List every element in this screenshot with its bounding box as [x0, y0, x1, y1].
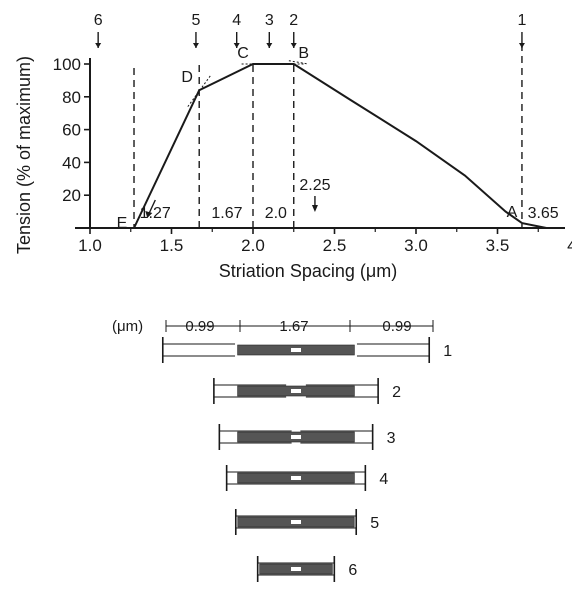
x-tick-label-0: 1.0 — [78, 236, 102, 255]
sarcomere-5: 5 — [234, 509, 379, 535]
x-tick-label-1: 1.5 — [160, 236, 184, 255]
sarcomere-2: 2 — [213, 378, 401, 404]
tension-curve — [133, 63, 547, 229]
y-tick-label-1: 40 — [62, 153, 81, 172]
spacing-marker-label-4: 4 — [232, 12, 241, 29]
curve-corner-dotted-lines — [187, 60, 309, 107]
point-label-a: A — [507, 204, 518, 221]
sarcomere-6: 6 — [256, 556, 357, 582]
sarcomere-number-2: 2 — [392, 384, 401, 401]
spacing-marker-label-2: 2 — [289, 12, 298, 29]
spacing-marker-arrowhead-3 — [266, 43, 273, 48]
annotation-arrowhead-1-27 — [145, 211, 153, 218]
point-label-d: D — [181, 69, 193, 86]
spacing-marker-label-3: 3 — [265, 12, 274, 29]
spacing-marker-arrowhead-1 — [518, 43, 525, 48]
axis-ticks: 1.0 1.5 2.0 2.5 3.0 3.5 4.0 20 40 60 80 100 — [53, 55, 572, 255]
sarcomere-number-4: 4 — [379, 471, 388, 488]
bare-zone — [291, 389, 301, 393]
x-tick-label-4: 3.0 — [404, 236, 428, 255]
sarcomere-diagram: (μm) 0.99 1.67 0.99 1 2 3 4 5 6 — [112, 318, 452, 582]
corner-dotted-line-2 — [288, 60, 309, 65]
sarcomere-3: 3 — [218, 424, 396, 450]
x-axis-title: Striation Spacing (μm) — [219, 261, 397, 281]
spacing-marker-label-1: 1 — [517, 12, 526, 29]
dimension-line: (μm) 0.99 1.67 0.99 — [112, 318, 434, 335]
point-label-e: E — [117, 215, 128, 232]
sarcomere-rows: 1 2 3 4 5 6 — [161, 337, 452, 582]
spacing-marker-label-5: 5 — [191, 12, 200, 29]
sarcomere-number-6: 6 — [348, 562, 357, 579]
x-tick-label-5: 3.5 — [486, 236, 510, 255]
x-tick-label-2: 2.0 — [241, 236, 265, 255]
annotation-arrowhead-2-25 — [311, 205, 318, 212]
spacing-marker-arrowhead-5 — [192, 43, 199, 48]
corner-dotted-line-0 — [187, 75, 212, 107]
bare-zone — [291, 476, 301, 480]
y-tick-label-3: 80 — [62, 88, 81, 107]
sarcomere-4: 4 — [225, 465, 388, 491]
chart-axes — [75, 58, 565, 229]
y-tick-label-0: 20 — [62, 186, 81, 205]
sarcomere-number-1: 1 — [443, 343, 452, 360]
value-annotation-0: 1.27 — [140, 205, 171, 222]
bare-zone — [291, 435, 301, 439]
x-tick-label-6: 4.0 — [567, 236, 572, 255]
value-annotation-4: 3.65 — [528, 205, 559, 222]
y-tick-label-2: 60 — [62, 121, 81, 140]
point-label-c: C — [237, 45, 249, 62]
value-annotation-2: 2.0 — [265, 205, 287, 222]
spacing-marker-label-6: 6 — [94, 12, 103, 29]
spacing-marker-arrowhead-6 — [95, 43, 102, 48]
bare-zone — [291, 520, 301, 524]
length-tension-chart: 1.0 1.5 2.0 2.5 3.0 3.5 4.0 20 40 60 80 100 A B C D E 1… — [14, 12, 572, 281]
x-tick-label-3: 2.5 — [323, 236, 347, 255]
value-annotation-1: 1.67 — [211, 205, 242, 222]
sarcomere-1: 1 — [161, 337, 452, 363]
bare-zone — [291, 348, 301, 352]
sarcomere-number-5: 5 — [370, 515, 379, 532]
point-label-b: B — [298, 45, 309, 62]
curve-point-labels: A B C D E — [117, 45, 518, 232]
spacing-marker-arrowhead-4 — [233, 43, 240, 48]
spacing-value-annotations: 1.27 1.67 2.0 2.25 3.65 — [140, 177, 559, 222]
value-annotation-3: 2.25 — [299, 177, 330, 194]
bare-zone — [291, 567, 301, 571]
unit-label: (μm) — [112, 318, 143, 335]
y-tick-label-4: 100 — [53, 55, 81, 74]
sarcomere-number-3: 3 — [387, 430, 396, 447]
y-axis-title: Tension (% of maximum) — [14, 56, 34, 254]
spacing-marker-arrowhead-2 — [290, 43, 297, 48]
